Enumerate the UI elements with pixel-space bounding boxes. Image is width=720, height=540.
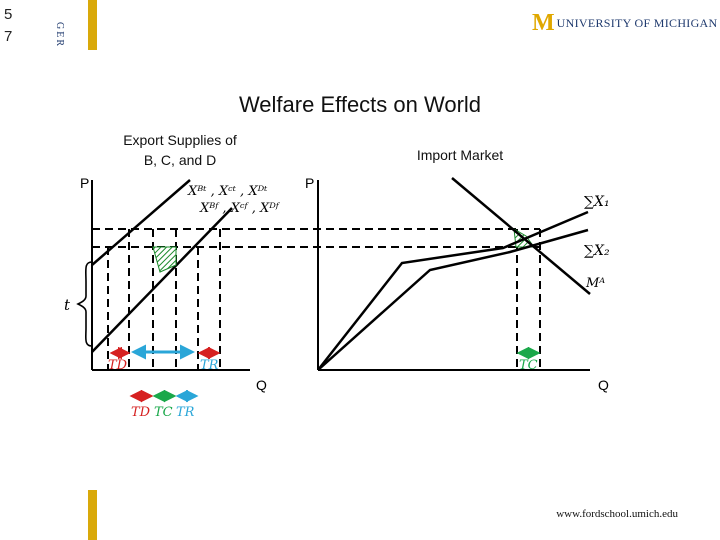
side-tag: GER — [54, 22, 65, 48]
right-panel-caption: Import Market — [416, 147, 504, 163]
bottom-td-label: TD — [131, 405, 151, 420]
right-y-axis-label: P — [305, 175, 314, 191]
logo-text: UNIVERSITY OF MICHIGAN — [556, 15, 718, 30]
supply-curve-lower — [91, 207, 233, 353]
sum-x2-curve — [317, 228, 589, 371]
left-panel-caption: Export Supplies of B, C, and D — [100, 130, 260, 170]
university-logo: M UNIVERSITY OF MICHIGAN — [532, 10, 718, 36]
import-demand-curve — [451, 177, 591, 295]
td-left-label: TD — [108, 358, 128, 373]
hatched-area-left — [152, 246, 177, 273]
bottom-tr-label: TR — [176, 405, 195, 420]
tariff-label: t — [64, 296, 71, 314]
tariff-brace — [76, 261, 93, 347]
accent-bar-top — [88, 0, 97, 50]
accent-bar-bottom — [88, 490, 97, 540]
bottom-tc-label: TC — [154, 405, 173, 420]
logo-mark: M — [532, 10, 555, 36]
slide-title: Welfare Effects on World — [238, 92, 482, 117]
sum-x1-curve — [317, 210, 589, 371]
import-demand-label: Mᴬ — [585, 276, 605, 291]
supply-top-label: Xᴮᵗ , Xᶜᵗ , Xᴰᵗ — [187, 184, 268, 199]
slide-number: 5 7 — [4, 6, 13, 45]
footer-url: www.fordschool.umich.edu — [556, 508, 678, 520]
sum-x2-label: ∑X₂ — [584, 243, 610, 259]
left-y-axis-label: P — [80, 175, 89, 191]
supply-bottom-label: Xᴮᶠ , Xᶜᶠ , Xᴰᶠ — [199, 201, 281, 216]
tr-left-label: TR — [200, 358, 219, 373]
left-x-axis-label: Q — [256, 377, 267, 393]
tc-right-label: TC — [519, 358, 538, 373]
left-caption-line2: B, C, and D — [143, 152, 217, 168]
right-x-axis-label: Q — [598, 377, 609, 393]
supply-curve-upper — [91, 179, 191, 266]
left-caption-line1: Export Supplies of — [123, 132, 237, 148]
sum-x1-label: ∑X₁ — [584, 194, 610, 210]
